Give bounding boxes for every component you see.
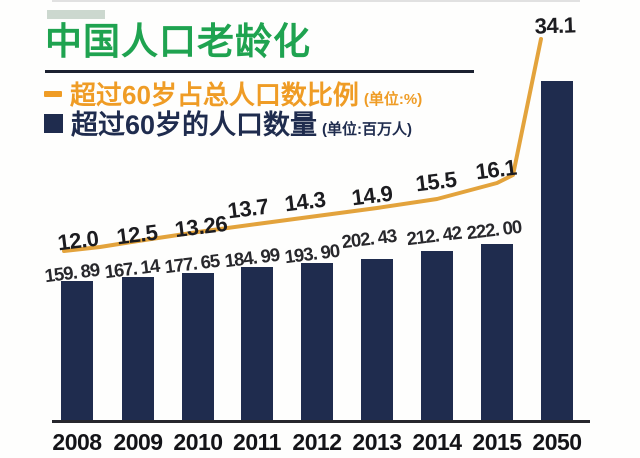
bar-2010 (182, 273, 214, 420)
bar-2008 (61, 281, 93, 420)
top-edge-artifact (52, 0, 580, 2)
line-value-label-2015: 16.1 (474, 154, 518, 185)
bar-series-marker-icon (44, 114, 63, 134)
bar-2009 (122, 277, 154, 420)
x-axis-label-2011: 2011 (233, 429, 281, 455)
bar-2050 (541, 81, 573, 420)
bar-2012 (301, 263, 333, 420)
trend-line (62, 37, 543, 253)
title-smudge-artifact (47, 10, 105, 19)
x-axis-label-2050: 2050 (532, 429, 582, 455)
line-series-marker-icon (44, 91, 62, 98)
bar-2011 (241, 267, 273, 420)
bar-2013 (361, 259, 393, 420)
x-axis-label-2015: 2015 (472, 429, 522, 455)
x-axis-label-2009: 2009 (113, 429, 163, 455)
bar-2015 (481, 244, 513, 420)
x-axis-label-2013: 2013 (352, 429, 402, 455)
bar-value-label-2015: 222. 00 (465, 215, 523, 244)
x-axis-label-2014: 2014 (412, 429, 462, 455)
x-axis-line (52, 420, 590, 423)
x-axis-label-2012: 2012 (292, 429, 342, 455)
line-value-label-2050: 34.1 (534, 12, 576, 39)
bar-2014 (421, 251, 453, 420)
x-axis-label-2008: 2008 (52, 429, 102, 455)
x-axis-label-2010: 2010 (173, 429, 223, 455)
